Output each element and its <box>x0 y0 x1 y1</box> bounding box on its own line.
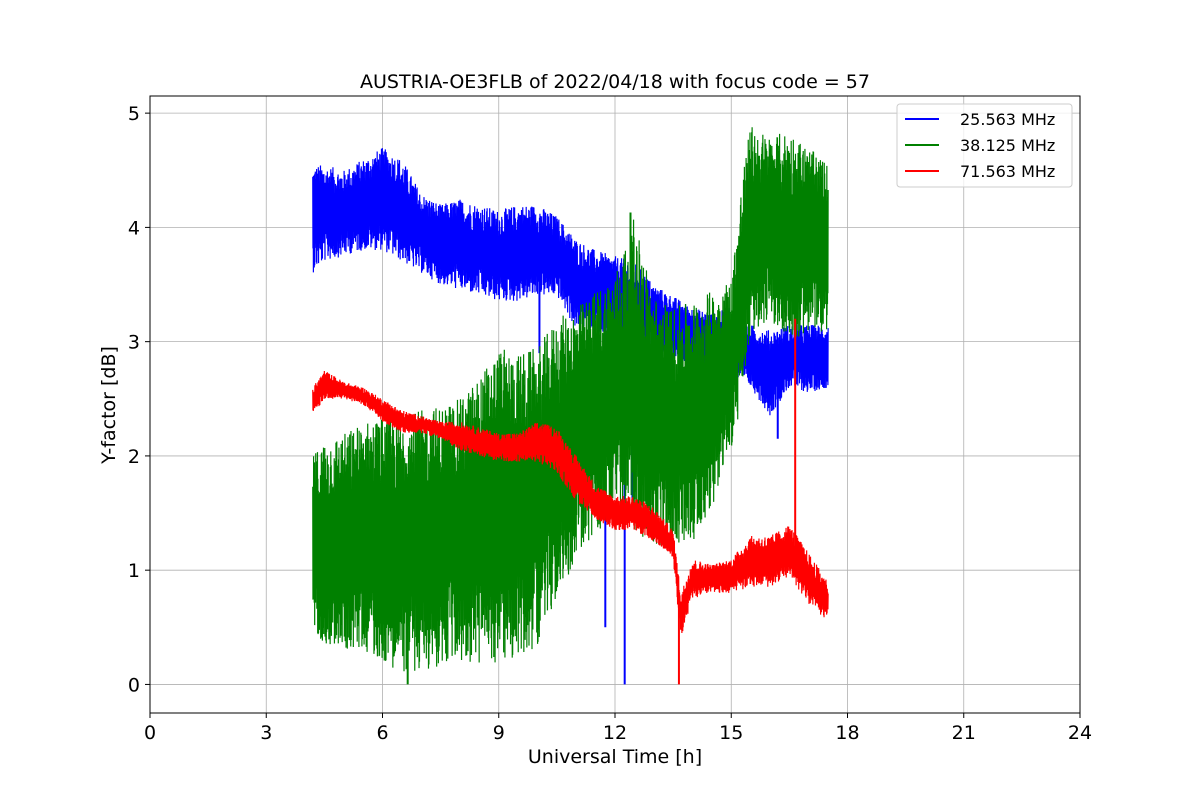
x-tick-label: 21 <box>952 722 976 744</box>
y-tick-label: 2 <box>128 446 140 468</box>
x-tick-label: 9 <box>493 722 505 744</box>
legend: 25.563 MHz 38.125 MHz 71.563 MHz <box>896 103 1073 188</box>
y-tick-label: 4 <box>128 217 140 239</box>
legend-label: 71.563 MHz <box>960 162 1055 181</box>
series-38-125-mhz <box>312 127 829 685</box>
series-trace <box>312 127 829 672</box>
x-tick-label: 24 <box>1068 722 1092 744</box>
legend-label: 25.563 MHz <box>960 110 1055 129</box>
x-tick-label: 3 <box>260 722 272 744</box>
y-tick-label: 5 <box>128 103 140 125</box>
series-71-563-mhz <box>312 318 829 685</box>
x-tick-label: 15 <box>719 722 743 744</box>
x-tick-label: 12 <box>603 722 627 744</box>
chart-title: AUSTRIA-OE3FLB of 2022/04/18 with focus … <box>360 71 870 93</box>
y-axis-label: Y-factor [dB] <box>98 346 120 465</box>
y-tick-label: 3 <box>128 332 140 354</box>
x-tick-label: 6 <box>376 722 388 744</box>
x-tick-label: 18 <box>835 722 859 744</box>
y-tick-label: 0 <box>128 674 140 696</box>
x-axis-label: Universal Time [h] <box>528 746 702 768</box>
legend-label: 38.125 MHz <box>960 136 1055 155</box>
legend-box <box>896 103 1073 188</box>
series-trace <box>312 370 829 633</box>
y-tick-label: 1 <box>128 560 140 582</box>
series-layer <box>312 127 829 685</box>
x-tick-label: 0 <box>144 722 156 744</box>
